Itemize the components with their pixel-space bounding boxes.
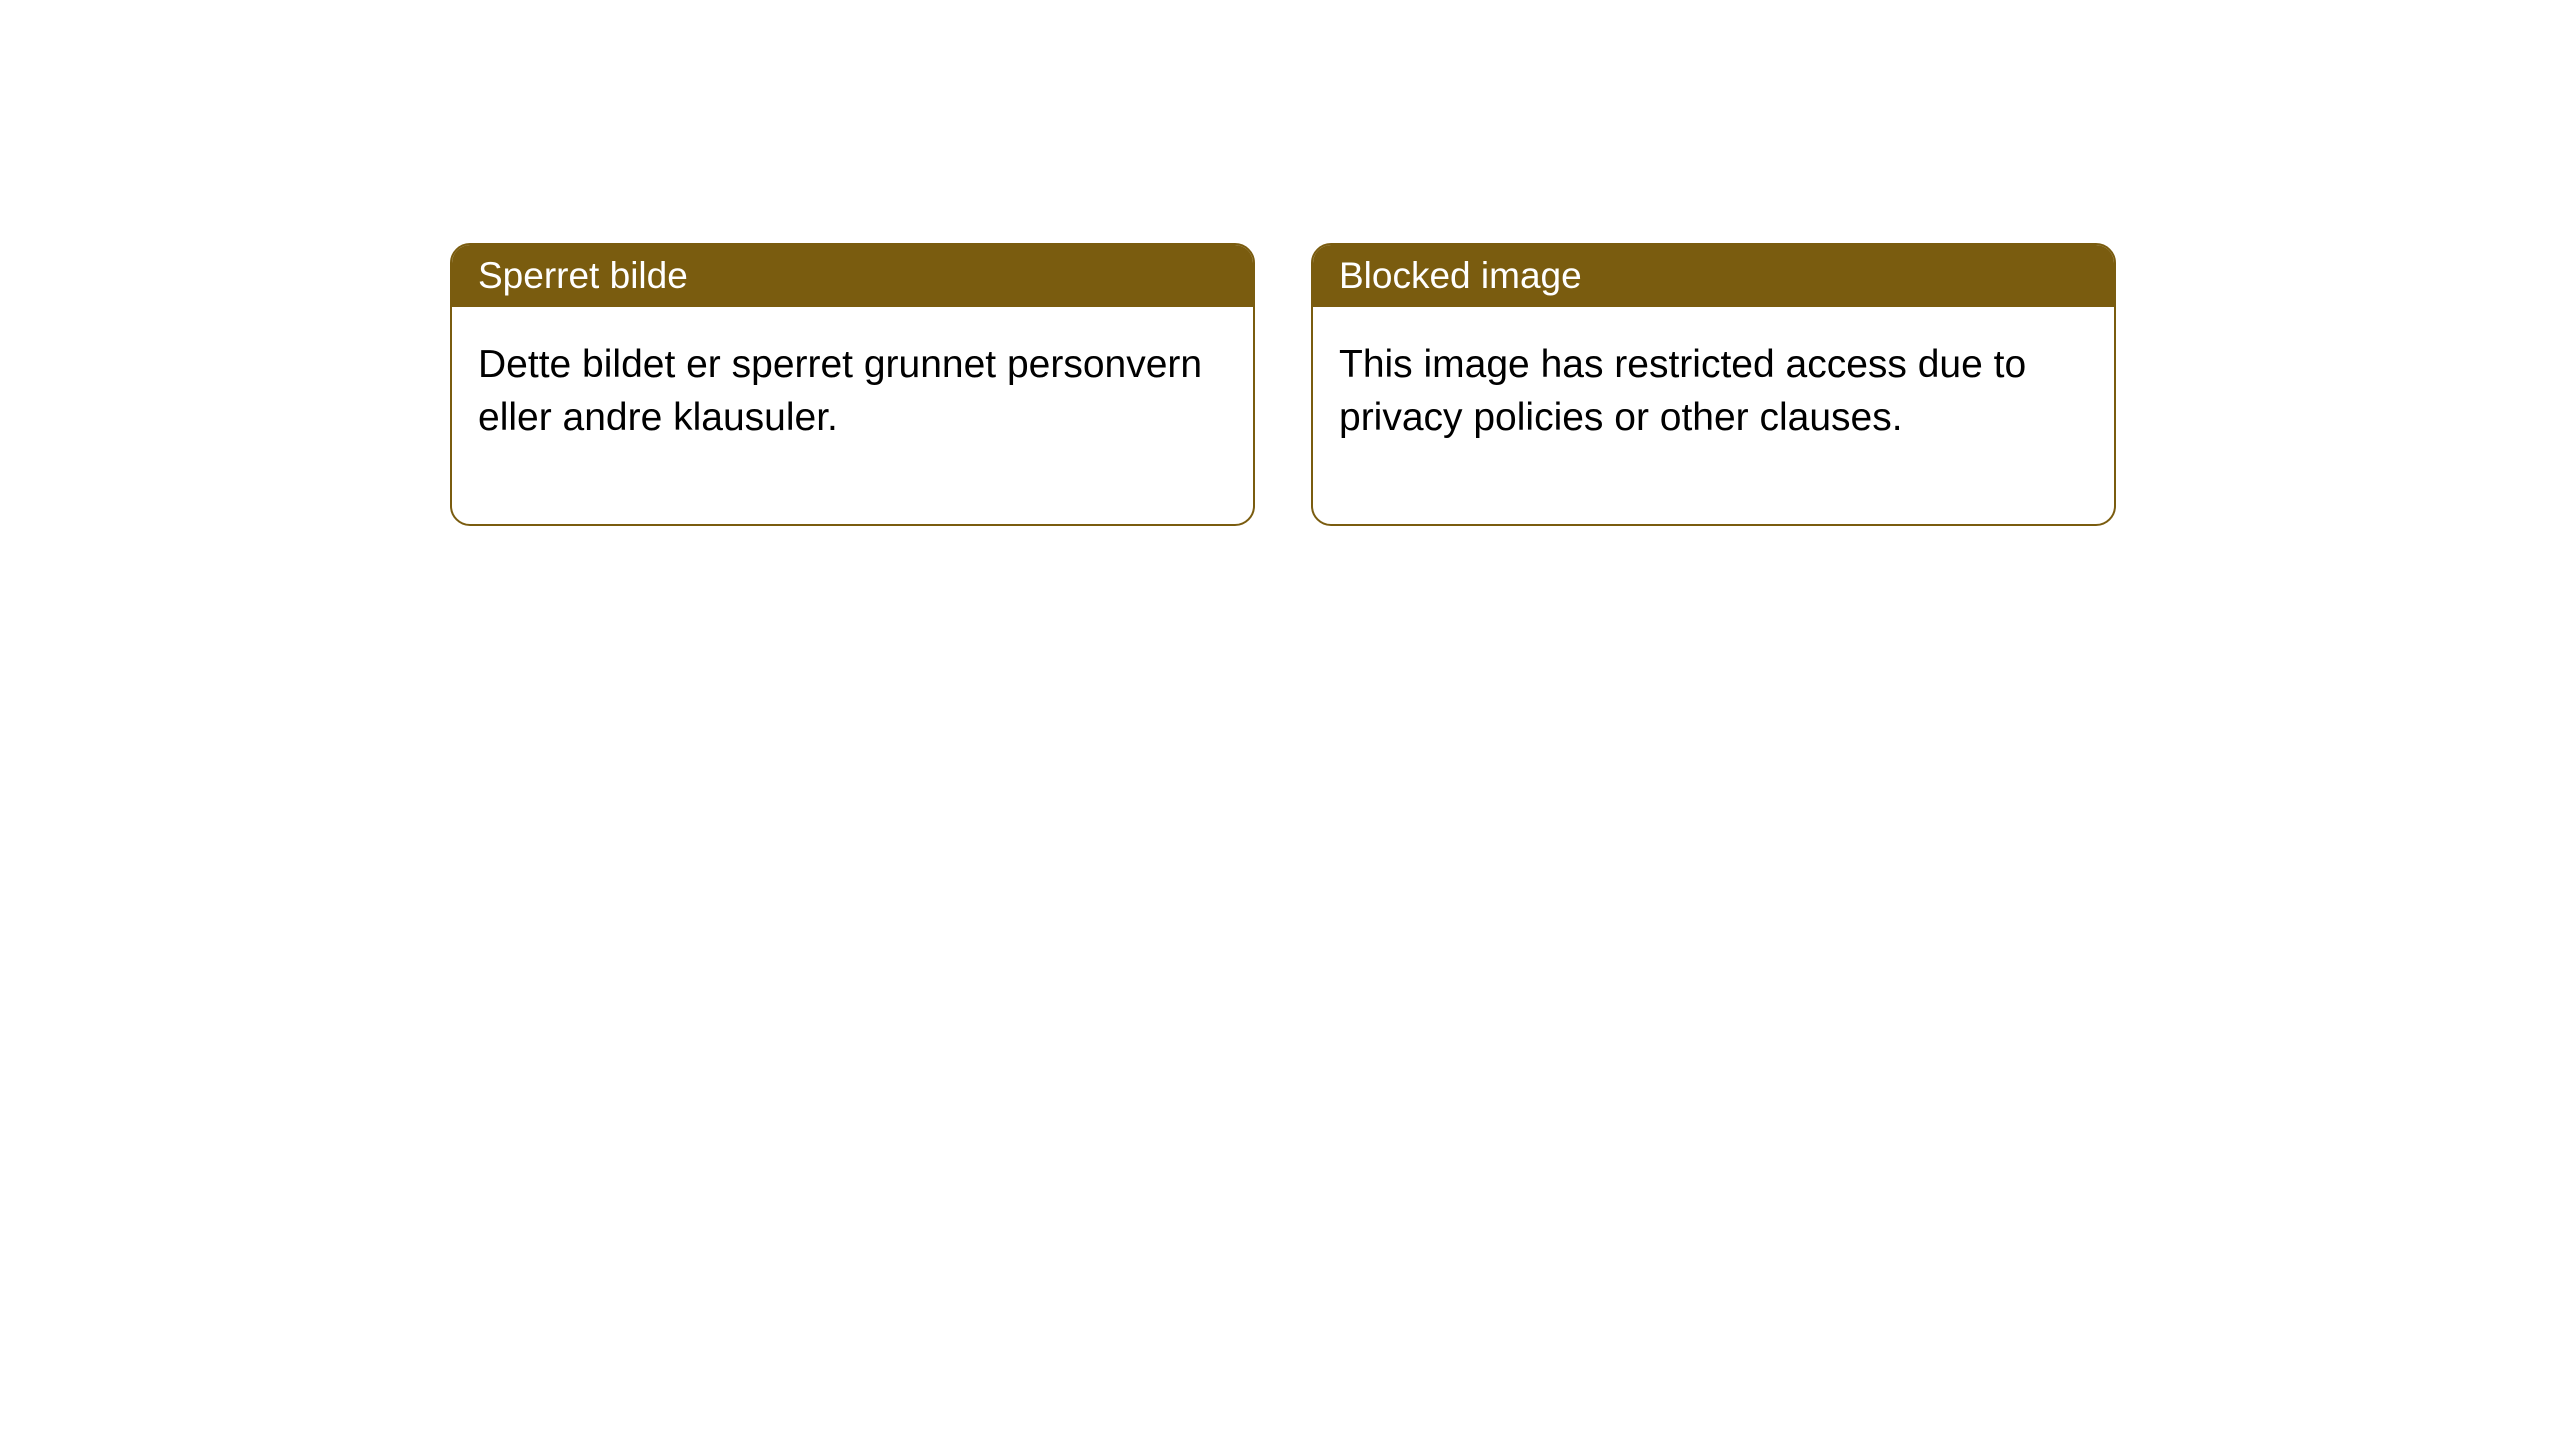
card-title: Sperret bilde xyxy=(478,255,688,296)
blocked-image-notices: Sperret bilde Dette bildet er sperret gr… xyxy=(450,243,2116,526)
card-header: Sperret bilde xyxy=(452,245,1253,307)
card-title: Blocked image xyxy=(1339,255,1582,296)
blocked-image-card-no: Sperret bilde Dette bildet er sperret gr… xyxy=(450,243,1255,526)
card-body-text: This image has restricted access due to … xyxy=(1339,343,2026,439)
card-body: This image has restricted access due to … xyxy=(1313,307,2114,524)
blocked-image-card-en: Blocked image This image has restricted … xyxy=(1311,243,2116,526)
card-body-text: Dette bildet er sperret grunnet personve… xyxy=(478,343,1202,439)
card-body: Dette bildet er sperret grunnet personve… xyxy=(452,307,1253,524)
card-header: Blocked image xyxy=(1313,245,2114,307)
